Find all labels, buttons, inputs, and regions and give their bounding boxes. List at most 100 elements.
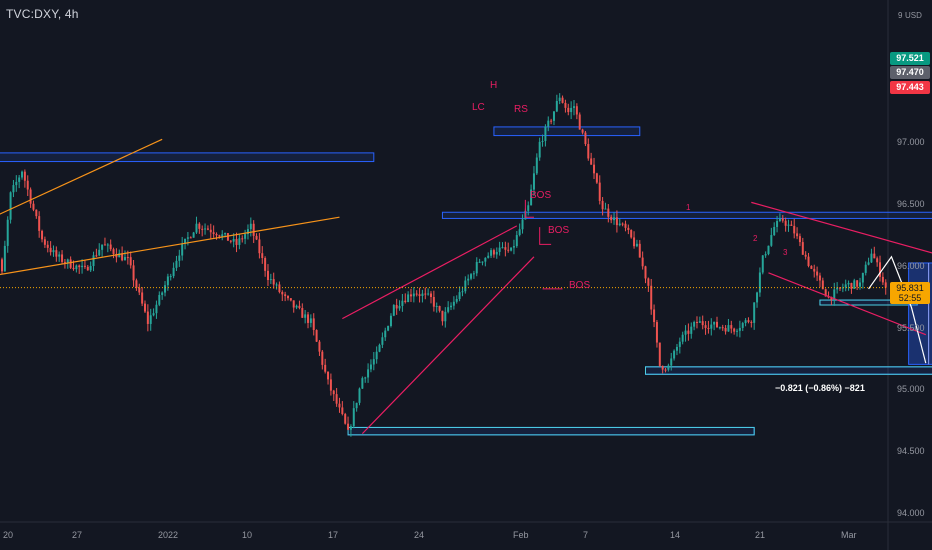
candle-body: [753, 302, 756, 323]
candle-body: [552, 111, 555, 121]
candle-body: [884, 282, 887, 288]
candle-body: [103, 244, 106, 246]
candle-body: [155, 304, 158, 314]
candle-body: [441, 310, 444, 322]
candle-body: [870, 253, 873, 263]
candle-body: [309, 318, 312, 323]
candle-body: [255, 235, 258, 240]
candle-body: [733, 328, 736, 332]
candle-body: [15, 181, 18, 186]
candle-body: [498, 247, 501, 252]
bos-marker-0: [524, 199, 534, 218]
candle-body: [98, 249, 101, 256]
candle-body: [841, 287, 844, 289]
candle-body: [29, 189, 32, 204]
candle-body: [547, 120, 550, 127]
candle-body: [138, 287, 141, 293]
candle-body: [464, 280, 467, 292]
price-tick: 95.500: [897, 322, 925, 333]
candle-body: [389, 315, 392, 327]
candle-body: [790, 224, 793, 226]
candle-body: [452, 301, 455, 306]
candle-body: [535, 157, 538, 174]
candle-body: [284, 294, 287, 297]
candle-body: [318, 341, 321, 352]
candle-body: [358, 388, 361, 403]
candle-body: [575, 106, 578, 115]
candle-body: [770, 235, 773, 246]
candle-body: [798, 236, 801, 243]
candle-body: [424, 293, 427, 295]
candle-body: [730, 325, 733, 329]
candle-body: [627, 227, 630, 231]
candle-body: [859, 282, 861, 287]
candle-body: [587, 144, 590, 159]
candle-body: [758, 272, 761, 293]
measure-label: −0.821 (−0.86%) −821: [775, 383, 865, 393]
candle-body: [327, 371, 330, 380]
candle-body: [304, 314, 307, 318]
candle-body: [447, 307, 450, 312]
candle-body: [381, 337, 384, 345]
candle-body: [235, 238, 238, 245]
candle-body: [344, 414, 347, 424]
candle-body: [650, 285, 653, 310]
price-tag: 97.521: [890, 52, 930, 65]
candle-body: [329, 379, 332, 391]
candle-body: [398, 305, 401, 309]
candle-body: [435, 305, 438, 307]
price-tick: 97.000: [897, 137, 925, 147]
candle-body: [432, 296, 435, 307]
candle-body: [49, 247, 52, 253]
candle-body: [189, 237, 192, 239]
candle-body: [409, 294, 412, 297]
candle-body: [701, 321, 704, 326]
candle-body: [129, 257, 132, 266]
candle-body: [778, 218, 781, 222]
candle-body: [421, 293, 424, 297]
candle-body: [195, 223, 198, 233]
trendline-5: [768, 272, 926, 336]
candle-body: [241, 238, 244, 240]
candle-body: [635, 243, 638, 247]
candle-body: [573, 106, 575, 108]
time-tick: 2022: [158, 530, 179, 540]
candle-body: [146, 311, 149, 324]
candle-body: [298, 305, 301, 309]
candle-body: [527, 205, 530, 211]
candle-body: [867, 262, 870, 265]
candle-body: [32, 203, 35, 210]
waypoint-2: 2: [753, 234, 758, 243]
candle-body: [595, 173, 598, 183]
candle-body: [347, 423, 350, 430]
price-tick: 94.000: [897, 508, 925, 518]
candle-body: [198, 223, 201, 229]
candle-body: [876, 258, 879, 263]
candle-body: [833, 289, 836, 300]
symbol-title[interactable]: TVC:DXY, 4h: [6, 7, 79, 21]
candle-body: [118, 253, 121, 258]
candle-body: [695, 321, 698, 323]
time-tick: Mar: [841, 530, 857, 540]
candle-body: [864, 264, 867, 273]
candle-body: [455, 299, 458, 302]
candle-body: [693, 321, 696, 327]
candle-body: [261, 253, 264, 259]
candle-body: [18, 177, 21, 182]
candle-body: [847, 283, 850, 285]
candle-body: [141, 292, 144, 304]
candle-body: [512, 246, 515, 248]
candle-body: [218, 235, 221, 237]
candle-body: [132, 265, 135, 281]
candle-body: [226, 233, 229, 241]
candle-body: [667, 365, 670, 370]
bar-countdown: 52:55: [898, 292, 922, 303]
candle-body: [681, 334, 684, 342]
candle-body: [38, 216, 41, 231]
candle-body: [209, 229, 212, 233]
candle-body: [407, 294, 410, 302]
candle-body: [530, 189, 533, 206]
candle-body: [724, 327, 727, 332]
